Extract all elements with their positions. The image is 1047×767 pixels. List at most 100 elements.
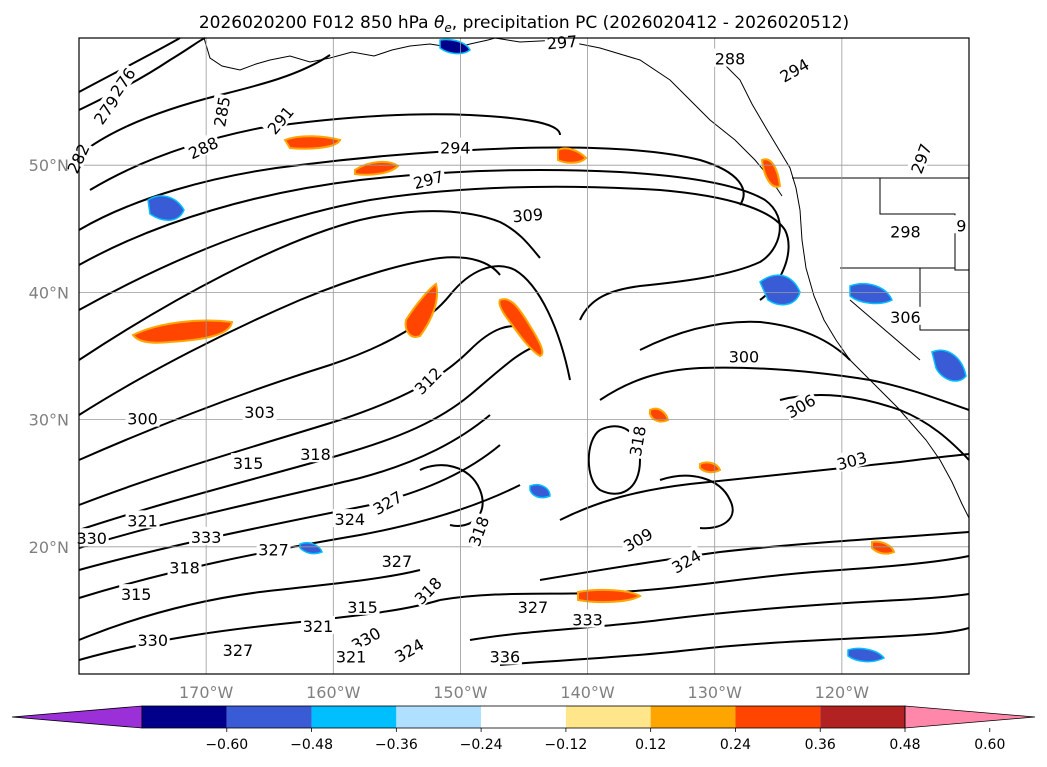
contour-label-text: 297 <box>546 32 578 54</box>
colorbar-segment <box>650 706 736 728</box>
contour-label-text: 298 <box>890 223 921 242</box>
contour-label-text: 318 <box>300 445 331 464</box>
contour-label-bg <box>905 139 935 178</box>
contour-label-bg <box>220 640 255 659</box>
lon-tick-label: 150°W <box>433 683 488 702</box>
contour-label-text: 288 <box>715 50 746 69</box>
contour-label-bg <box>88 90 123 129</box>
border-states-2 <box>840 267 969 361</box>
colorbar-segment <box>311 706 397 728</box>
longitude-labels: 170°W 160°W 150°W 140°W 130°W 120°W <box>179 683 869 702</box>
contour-label-text: 303 <box>244 403 275 422</box>
contour-label-text: 333 <box>191 528 222 547</box>
contour-label-bg <box>61 138 93 178</box>
contour-label-bg <box>125 408 160 427</box>
contour-label-bg <box>408 571 446 609</box>
contour-label-bg <box>104 62 139 101</box>
contour-label: 315 <box>119 584 154 604</box>
contour-label-text: 330 <box>76 529 107 548</box>
contour-label: 303 <box>242 402 277 422</box>
contour-label-bg <box>74 528 109 547</box>
contour-label-bg <box>509 203 546 225</box>
contour-label-bg <box>544 30 580 52</box>
contour-label: 300 <box>726 346 761 366</box>
contour-label-bg <box>242 402 277 421</box>
contour-label: 315 <box>345 596 380 617</box>
contour-label-bg <box>438 137 473 156</box>
contour-label-bg <box>888 221 923 240</box>
contour-label: 306 <box>888 306 923 327</box>
precip-shading <box>131 38 967 663</box>
contour-label-bg <box>135 629 170 648</box>
chart-title: 2026020200 F012 850 hPa θe, precipitatio… <box>199 13 849 35</box>
graticule <box>79 38 969 674</box>
border-states-1 <box>879 178 969 271</box>
colorbar-tick-label: 0.36 <box>805 737 836 753</box>
contour-label-text: 309 <box>512 205 544 227</box>
contour-label-text: 318 <box>169 558 200 577</box>
colorbar-tick-label: −0.24 <box>460 737 503 753</box>
contour-label: 333 <box>570 609 605 630</box>
contour-label: 309 <box>509 203 546 227</box>
contour-label: 9 <box>954 215 969 235</box>
contour-label-bg <box>570 609 605 628</box>
contour-label-bg <box>832 446 871 473</box>
lon-tick-label: 120°W <box>815 683 870 702</box>
latitude-labels: 50°N 40°N 30°N 20°N <box>29 156 69 557</box>
contour-label: 327 <box>379 551 414 571</box>
contour-label-bg <box>726 346 761 365</box>
coastline-british-columbia <box>719 59 801 211</box>
map-frame <box>78 37 970 675</box>
contour-label-bg <box>780 388 820 422</box>
contour-label: 321 <box>334 646 369 666</box>
contour-label: 298 <box>888 221 923 242</box>
contour-label-bg <box>409 165 447 192</box>
contour-label-bg <box>301 615 336 634</box>
colorbar-tick-label: −0.36 <box>375 737 418 753</box>
contour-label-bg <box>487 646 522 665</box>
contour-label-text: 336 <box>490 647 521 666</box>
contour-label-text: 315 <box>347 598 378 617</box>
lon-tick-label: 160°W <box>306 683 361 702</box>
contour-label-text: 306 <box>890 308 921 327</box>
lat-tick-label: 40°N <box>29 283 69 302</box>
lon-tick-label: 140°W <box>560 683 615 702</box>
lat-tick-label: 50°N <box>29 156 69 175</box>
contour-label-text: 327 <box>518 598 549 617</box>
contour-label-bg <box>345 596 380 615</box>
contour-label: 321 <box>125 510 160 530</box>
contour-label: 327 <box>220 640 255 660</box>
contour-label-text: 327 <box>223 641 254 660</box>
contour-label-text: 300 <box>127 410 158 429</box>
contour-label-bg <box>712 48 747 67</box>
colorbar-extend-low <box>11 705 143 729</box>
contour-label: 294 <box>774 53 814 87</box>
contour-lines <box>78 37 970 666</box>
contour-label: 315 <box>231 453 266 473</box>
contour-label-bg <box>167 557 202 576</box>
colorbar-segment <box>142 706 227 728</box>
contour-label-bg <box>231 453 266 472</box>
contour-label-text: 9 <box>956 216 966 235</box>
contour-label: 294 <box>438 137 473 158</box>
contour-label: 321 <box>301 615 336 636</box>
contour-label-bg <box>888 306 923 325</box>
contour-label: 333 <box>189 526 224 547</box>
colorbar-segment <box>735 706 821 728</box>
contour-label-bg <box>954 215 969 234</box>
contour-label-bg <box>183 131 222 163</box>
colorbar-tick-label: −0.12 <box>544 737 587 753</box>
contour-label-bg <box>332 509 367 528</box>
colorbar-segment <box>565 706 651 728</box>
colorbar-segment <box>481 706 566 728</box>
contour-label-bg <box>774 53 814 86</box>
contour-label: 330 <box>135 629 170 650</box>
lon-tick-label: 130°W <box>688 683 743 702</box>
contour-label: 288 <box>712 48 747 69</box>
contour-label-text: 315 <box>233 454 264 473</box>
contour-label-text: 324 <box>335 510 366 529</box>
colorbar-tick-label: 0.12 <box>635 737 666 753</box>
contour-label-text: 327 <box>382 552 413 571</box>
contour-label: 297 <box>905 139 936 178</box>
